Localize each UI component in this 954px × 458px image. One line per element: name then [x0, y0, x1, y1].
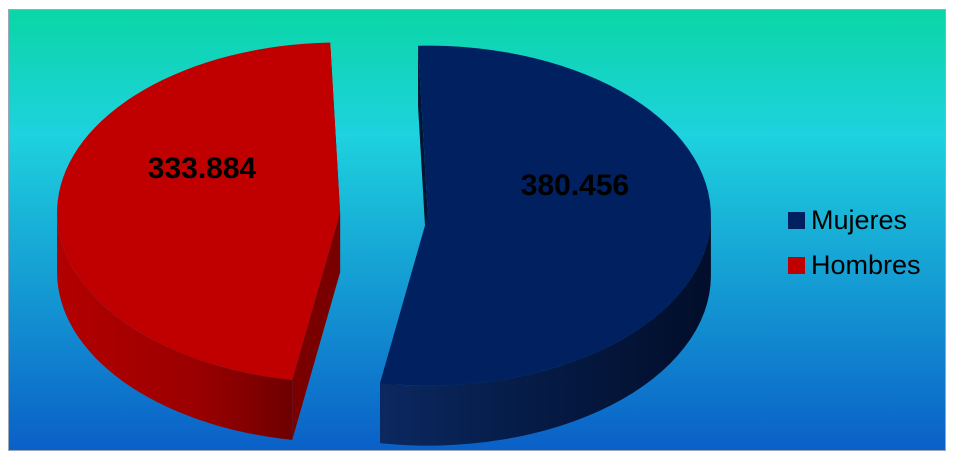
chart-area: 333.884 380.456 Mujeres Hombres: [8, 9, 946, 451]
data-label-mujeres: 380.456: [521, 169, 629, 202]
legend-label-hombres: Hombres: [811, 250, 921, 280]
legend: Mujeres Hombres: [788, 198, 921, 288]
legend-label-mujeres: Mujeres: [811, 205, 908, 235]
pie-slice-mujeres[interactable]: [380, 45, 711, 446]
slice-cut-face-mujeres: [418, 45, 428, 276]
legend-swatch-mujeres: [788, 212, 805, 229]
slice-top-hombres: [57, 42, 341, 380]
pie-chart: 333.884 380.456: [9, 10, 945, 450]
pie-slice-hombres[interactable]: [57, 42, 341, 440]
legend-item-hombres[interactable]: Hombres: [788, 243, 921, 288]
slice-side-hombres: [57, 212, 293, 440]
legend-item-mujeres[interactable]: Mujeres: [788, 198, 921, 243]
legend-swatch-hombres: [788, 257, 805, 274]
slice-cut-face-hombres: [292, 212, 341, 440]
slice-top-mujeres: [380, 45, 711, 386]
slice-side-mujeres: [380, 215, 711, 446]
data-label-hombres: 333.884: [148, 152, 257, 185]
